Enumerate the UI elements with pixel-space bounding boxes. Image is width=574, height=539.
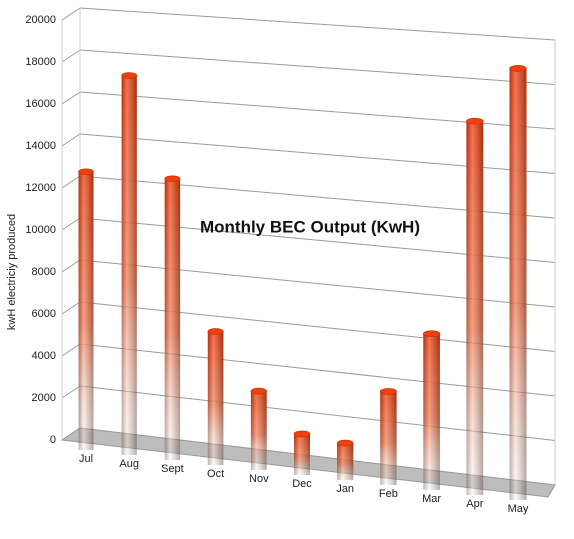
- y-tick-label: 18000: [25, 56, 56, 68]
- x-tick-label: Oct: [207, 468, 224, 480]
- grid-line: [79, 301, 556, 352]
- bar-shade: [207, 331, 224, 465]
- x-tick-label: Apr: [466, 498, 483, 510]
- y-tick-label: 4000: [32, 350, 56, 362]
- x-tick-label: Jan: [336, 483, 354, 495]
- y-tick-label: 6000: [32, 308, 56, 320]
- y-tick-label: 10000: [25, 224, 56, 236]
- x-tick-label: May: [508, 503, 529, 515]
- grid-line: [79, 133, 556, 174]
- bar-shade: [337, 443, 354, 480]
- grid-line: [79, 259, 556, 308]
- grid-line: [61, 343, 81, 357]
- y-tick-label: 2000: [32, 392, 56, 404]
- grid-line: [61, 175, 81, 189]
- bar-top: [379, 388, 397, 395]
- y-tick-label: 16000: [25, 98, 56, 110]
- y-tick-label: 12000: [25, 182, 56, 194]
- bar-shade: [164, 178, 181, 460]
- bar-top: [509, 65, 527, 72]
- x-tick-label: Aug: [119, 458, 139, 470]
- bar-top: [78, 168, 94, 176]
- grid-line: [61, 133, 81, 147]
- x-tick-label: Dec: [292, 478, 312, 490]
- grid-line: [79, 343, 556, 397]
- bar-shade: [78, 171, 94, 451]
- y-tick-label: 20000: [25, 14, 56, 26]
- x-tick-label: Nov: [249, 473, 269, 485]
- bar-shade: [423, 333, 440, 490]
- y-tick-label: 0: [50, 434, 56, 446]
- grid-line: [79, 385, 556, 441]
- bar-top: [336, 439, 354, 447]
- grid-line: [79, 49, 556, 85]
- x-tick-label: Sept: [161, 463, 184, 475]
- bar-top: [293, 430, 311, 438]
- x-tick-label: Feb: [379, 488, 398, 500]
- bar-top: [164, 175, 181, 183]
- y-axis-label: kwH electriciy produced: [6, 214, 18, 330]
- grid-line: [61, 217, 81, 231]
- grid-line: [61, 385, 81, 399]
- y-tick-label: 14000: [25, 140, 56, 152]
- bar-top: [250, 387, 267, 395]
- bar-top: [207, 328, 224, 335]
- bar-top: [423, 330, 441, 338]
- grid-line: [79, 7, 556, 41]
- grid-line: [61, 301, 81, 315]
- bar-top: [466, 117, 484, 125]
- x-tick-label: Jul: [79, 453, 93, 465]
- bar-shade: [509, 68, 527, 500]
- bar-shade: [294, 433, 310, 475]
- grid-line: [61, 259, 81, 273]
- grid-line: [79, 91, 556, 130]
- grid-line: [61, 91, 81, 105]
- bar-shade: [380, 391, 397, 485]
- bar-shade: [121, 75, 137, 455]
- y-tick-label: 8000: [32, 266, 56, 278]
- bar-top: [121, 72, 138, 79]
- grid-line: [61, 7, 81, 21]
- chart-title: Monthly BEC Output (KwH): [200, 217, 420, 236]
- bar-shade: [466, 121, 484, 495]
- x-tick-label: Mar: [422, 493, 441, 505]
- bar-shade: [250, 391, 267, 470]
- grid-line: [61, 49, 81, 63]
- grid-line: [79, 175, 556, 219]
